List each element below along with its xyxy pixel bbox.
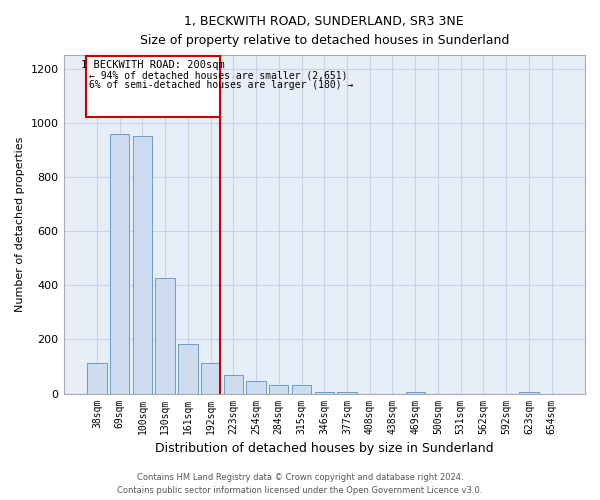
- Bar: [406, 392, 425, 394]
- Bar: [201, 363, 220, 394]
- Bar: [224, 375, 243, 394]
- Bar: [314, 392, 334, 394]
- Text: ← 94% of detached houses are smaller (2,651): ← 94% of detached houses are smaller (2,…: [89, 70, 347, 80]
- Title: 1, BECKWITH ROAD, SUNDERLAND, SR3 3NE
Size of property relative to detached hous: 1, BECKWITH ROAD, SUNDERLAND, SR3 3NE Si…: [140, 15, 509, 47]
- Y-axis label: Number of detached properties: Number of detached properties: [15, 136, 25, 312]
- Bar: [110, 134, 130, 394]
- Text: Contains HM Land Registry data © Crown copyright and database right 2024.
Contai: Contains HM Land Registry data © Crown c…: [118, 474, 482, 495]
- Text: 1 BECKWITH ROAD: 200sqm: 1 BECKWITH ROAD: 200sqm: [81, 60, 225, 70]
- Bar: [269, 386, 289, 394]
- Bar: [519, 392, 539, 394]
- Bar: [178, 344, 197, 394]
- Bar: [87, 363, 107, 394]
- Bar: [133, 136, 152, 394]
- X-axis label: Distribution of detached houses by size in Sunderland: Distribution of detached houses by size …: [155, 442, 494, 455]
- Text: 6% of semi-detached houses are larger (180) →: 6% of semi-detached houses are larger (1…: [89, 80, 353, 90]
- Bar: [337, 392, 356, 394]
- Bar: [247, 382, 266, 394]
- Bar: [292, 386, 311, 394]
- Bar: [86, 56, 220, 118]
- Bar: [155, 278, 175, 394]
